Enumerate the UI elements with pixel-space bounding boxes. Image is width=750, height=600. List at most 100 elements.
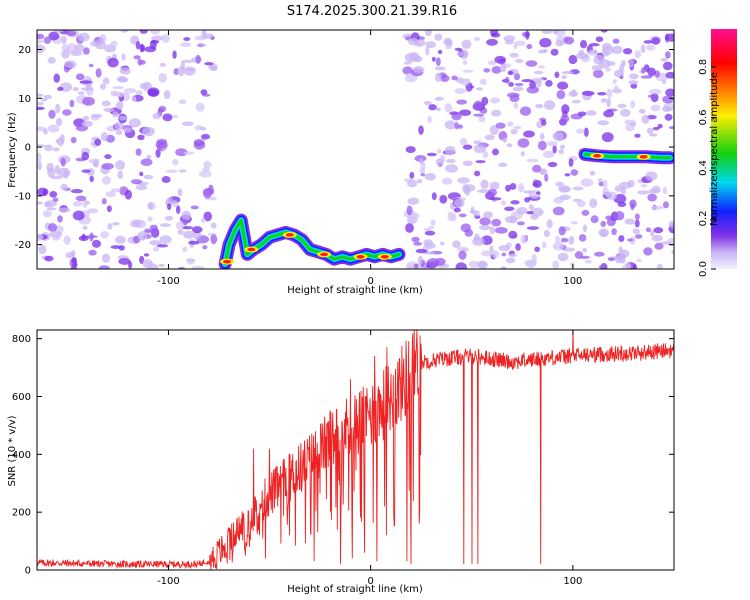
noise-blob [572, 198, 583, 202]
noise-blob [491, 218, 502, 227]
noise-blob [668, 220, 674, 229]
noise-blob [195, 102, 205, 112]
noise-blob [600, 30, 608, 33]
noise-blob [457, 124, 463, 129]
noise-blob [210, 234, 218, 245]
noise-blob [636, 258, 642, 263]
noise-blob [424, 251, 436, 255]
noise-blob [459, 109, 472, 117]
noise-blob [451, 75, 458, 81]
noise-blob [163, 90, 171, 100]
colorbar-tick-label: 0.4 [698, 160, 709, 176]
noise-blob [547, 161, 558, 168]
noise-blob [539, 168, 548, 176]
noise-blob [630, 83, 638, 89]
noise-blob [572, 186, 584, 191]
noise-blob [173, 68, 180, 75]
noise-blob [552, 260, 560, 269]
noise-blob [640, 75, 653, 79]
noise-blob [584, 259, 593, 264]
noise-blob [412, 66, 425, 73]
noise-blob [159, 62, 167, 67]
noise-blob [172, 50, 177, 59]
noise-blob [606, 88, 613, 99]
noise-blob [418, 125, 424, 135]
noise-blob [437, 148, 442, 154]
noise-blob [415, 248, 428, 254]
noise-blob [201, 30, 207, 39]
noise-blob [443, 37, 453, 46]
noise-blob [459, 137, 468, 146]
noise-blob [665, 51, 671, 59]
noise-blob [103, 107, 115, 113]
noise-blob [177, 66, 185, 77]
noise-blob [507, 70, 514, 76]
track-peak-core [639, 155, 648, 159]
noise-blob [482, 150, 489, 158]
noise-blob [91, 239, 101, 248]
noise-blob [430, 219, 436, 226]
noise-blob [130, 179, 143, 185]
noise-blob [445, 164, 458, 173]
noise-blob [139, 60, 146, 65]
noise-blob [149, 224, 158, 231]
noise-blob [665, 71, 674, 79]
noise-blob [190, 205, 199, 210]
noise-blob [486, 38, 498, 46]
noise-blob [65, 252, 75, 259]
noise-blob [622, 48, 633, 55]
noise-blob [494, 55, 506, 64]
noise-blob [632, 228, 640, 235]
noise-blob [601, 132, 614, 143]
noise-blob [662, 79, 667, 85]
noise-blob [44, 200, 57, 207]
noise-blob [606, 98, 611, 108]
noise-blob [596, 91, 607, 96]
noise-blob [473, 113, 485, 117]
noise-blob [434, 257, 446, 266]
noise-blob [561, 104, 570, 114]
noise-blob [651, 37, 661, 45]
noise-blob [453, 207, 461, 213]
noise-blob [135, 184, 148, 191]
noise-blob [72, 210, 85, 221]
noise-blob [650, 104, 661, 112]
noise-blob [479, 78, 487, 85]
noise-blob [454, 47, 463, 51]
noise-blob [576, 128, 585, 134]
noise-blob [597, 120, 610, 126]
noise-blob [175, 205, 181, 215]
noise-blob [180, 42, 192, 48]
noise-blob [614, 185, 624, 192]
noise-blob [143, 174, 154, 180]
noise-blob [188, 240, 200, 245]
noise-blob [474, 233, 480, 242]
noise-blob [452, 240, 461, 249]
noise-blob [665, 88, 674, 97]
noise-blob [37, 152, 42, 163]
noise-blob [66, 43, 77, 53]
noise-blob [541, 119, 547, 126]
noise-blob [89, 175, 94, 183]
y-tick-label: 200 [12, 508, 31, 519]
noise-blob [110, 40, 118, 47]
noise-blob [159, 235, 172, 244]
noise-blob [37, 33, 45, 40]
noise-blob [424, 172, 436, 181]
noise-blob [611, 228, 617, 236]
noise-blob [117, 170, 124, 179]
noise-blob [403, 61, 412, 65]
noise-blob [110, 188, 121, 193]
noise-blob [100, 230, 109, 239]
noise-blob [451, 112, 462, 121]
noise-blob [504, 215, 518, 224]
noise-blob [181, 210, 192, 221]
noise-blob [90, 113, 103, 118]
noise-blob [508, 230, 518, 239]
noise-blob [650, 229, 655, 237]
noise-blob [165, 169, 178, 173]
noise-blob [155, 148, 161, 158]
noise-blob [409, 171, 415, 179]
noise-blob [477, 189, 490, 194]
noise-blob [431, 56, 436, 62]
